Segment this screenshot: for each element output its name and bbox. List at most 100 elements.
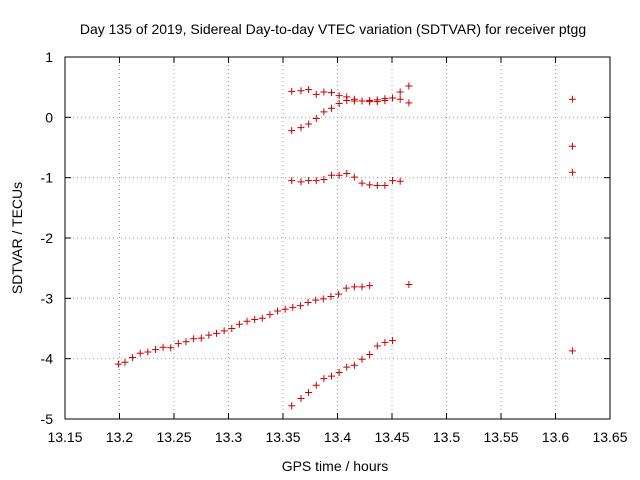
data-points xyxy=(114,82,576,410)
x-tick-label: 13.25 xyxy=(156,429,191,445)
data-point xyxy=(235,320,243,328)
chart-title: Day 135 of 2019, Sidereal Day-to-day VTE… xyxy=(80,21,586,37)
data-point xyxy=(274,307,282,315)
data-point xyxy=(243,317,251,325)
data-point xyxy=(213,329,221,337)
data-point xyxy=(389,337,397,345)
x-tick-label: 13.5 xyxy=(433,429,460,445)
y-tick-label: -4 xyxy=(41,351,54,367)
data-point xyxy=(373,96,381,104)
data-point xyxy=(342,284,350,292)
y-tick-label: 0 xyxy=(45,109,53,125)
y-tick-label: -1 xyxy=(41,170,54,186)
data-point xyxy=(389,94,397,102)
data-point xyxy=(289,303,297,311)
data-point xyxy=(320,108,328,116)
data-point xyxy=(358,179,366,187)
y-tick-label: -3 xyxy=(41,290,54,306)
data-point xyxy=(304,299,312,307)
x-tick-label: 13.3 xyxy=(215,429,242,445)
data-point xyxy=(328,372,336,380)
data-point xyxy=(373,342,381,350)
data-point xyxy=(297,87,305,95)
data-point xyxy=(358,355,366,363)
x-tick-label: 13.65 xyxy=(592,429,627,445)
data-point xyxy=(305,86,313,94)
data-point xyxy=(396,88,404,96)
data-point xyxy=(144,348,152,356)
data-point xyxy=(350,97,358,105)
data-point xyxy=(320,88,328,96)
data-point xyxy=(266,311,274,319)
data-point xyxy=(343,363,351,371)
data-point xyxy=(174,340,182,348)
data-point xyxy=(312,177,320,185)
data-point xyxy=(568,142,576,150)
data-point xyxy=(568,95,576,103)
grid xyxy=(65,57,610,419)
data-point xyxy=(121,358,129,366)
data-point xyxy=(328,171,336,179)
data-point xyxy=(251,315,259,323)
data-point xyxy=(373,182,381,190)
data-point xyxy=(366,282,374,290)
data-point xyxy=(296,302,304,310)
data-point xyxy=(366,96,374,104)
data-point xyxy=(319,295,327,303)
data-point xyxy=(297,124,305,132)
data-point xyxy=(335,92,343,100)
data-point xyxy=(320,375,328,383)
data-point xyxy=(258,314,266,322)
x-tick-label: 13.15 xyxy=(47,429,82,445)
data-point xyxy=(167,344,175,352)
y-tick-label: -2 xyxy=(41,230,54,246)
data-point xyxy=(220,327,228,335)
data-point xyxy=(136,349,144,357)
data-point xyxy=(405,82,413,90)
data-point xyxy=(366,181,374,189)
data-point xyxy=(350,283,358,291)
data-point xyxy=(159,343,167,351)
series-series-minus-one xyxy=(288,168,576,190)
data-point xyxy=(381,182,389,190)
data-point xyxy=(228,325,236,332)
data-point xyxy=(328,89,336,97)
data-point xyxy=(288,127,296,135)
data-point xyxy=(297,394,305,402)
data-point xyxy=(405,99,413,107)
data-point xyxy=(328,104,336,112)
series-series-long xyxy=(114,280,413,368)
data-point xyxy=(312,90,320,98)
data-point xyxy=(335,99,343,107)
data-point xyxy=(389,177,397,185)
x-tick-label: 13.4 xyxy=(324,429,351,445)
x-tick-label: 13.2 xyxy=(106,429,133,445)
data-point xyxy=(297,178,305,186)
data-point xyxy=(288,177,296,185)
y-axis-label: SDTVAR / TECUs xyxy=(9,182,25,294)
data-point xyxy=(335,171,343,179)
data-point xyxy=(568,168,576,176)
data-point xyxy=(305,388,313,396)
x-tick-label: 13.55 xyxy=(483,429,518,445)
x-axis-label: GPS time / hours xyxy=(282,458,389,474)
data-point xyxy=(343,169,351,177)
data-point xyxy=(312,115,320,123)
data-point xyxy=(327,293,335,301)
data-point xyxy=(190,335,198,343)
data-point xyxy=(114,360,122,368)
data-point xyxy=(197,334,205,342)
data-point xyxy=(350,173,358,181)
data-point xyxy=(335,290,343,298)
data-point xyxy=(281,305,289,313)
data-point xyxy=(381,338,389,346)
y-axis-ticks: -5 -4 -3 -2 -1 0 1 xyxy=(41,49,610,427)
data-point xyxy=(358,97,366,105)
data-point xyxy=(312,296,320,304)
y-tick-label: 1 xyxy=(45,49,53,65)
data-point xyxy=(305,177,313,185)
series-series-bottom xyxy=(288,337,576,410)
data-point xyxy=(405,280,413,288)
data-point xyxy=(288,87,296,95)
series-series-top xyxy=(288,82,576,106)
